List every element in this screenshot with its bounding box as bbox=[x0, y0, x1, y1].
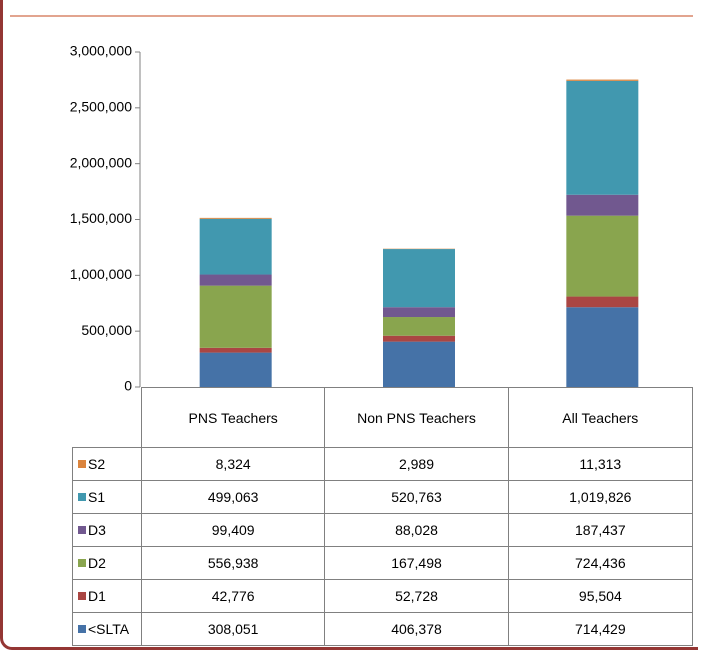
legend-entry: D2 bbox=[72, 546, 142, 580]
y-tick-label: 2,000,000 bbox=[70, 154, 132, 170]
value-cell: 499,063 bbox=[140, 480, 326, 514]
category-cell: All Teachers bbox=[507, 387, 693, 448]
legend-label: D2 bbox=[88, 555, 106, 571]
table-row: <SLTA 308,051 406,378 714,429 bbox=[72, 612, 693, 646]
bar-segment bbox=[199, 347, 272, 353]
legend-entry: S1 bbox=[72, 480, 142, 514]
table-row: D2 556,938 167,498 724,436 bbox=[72, 546, 693, 580]
bar-segment bbox=[566, 79, 639, 81]
bar-segment bbox=[383, 307, 455, 318]
top-rule bbox=[10, 15, 693, 17]
table-row: D3 99,409 88,028 187,437 bbox=[72, 513, 693, 547]
legend-label: S1 bbox=[88, 489, 106, 505]
legend-label: D3 bbox=[88, 522, 106, 538]
value-cell: 1,019,826 bbox=[507, 480, 693, 514]
bar-segment bbox=[199, 274, 272, 286]
value-cell: 556,938 bbox=[140, 546, 326, 580]
category-cell: Non PNS Teachers bbox=[324, 387, 509, 448]
x-tick-label: PNS Teachers bbox=[188, 409, 278, 426]
legend-key bbox=[78, 493, 86, 501]
value-cell: 2,989 bbox=[324, 447, 509, 481]
value-cell: 52,728 bbox=[324, 579, 509, 613]
legend-entry: S2 bbox=[72, 447, 142, 481]
legend-key bbox=[78, 592, 86, 600]
legend-label: <SLTA bbox=[88, 621, 130, 637]
bar-segment bbox=[566, 296, 639, 308]
bar-segment bbox=[199, 352, 272, 387]
legend-label: D1 bbox=[88, 588, 106, 604]
value-cell: 11,313 bbox=[507, 447, 693, 481]
bar-segment bbox=[566, 307, 639, 387]
table-row: S2 8,324 2,989 11,313 bbox=[72, 447, 693, 481]
legend-key bbox=[78, 559, 86, 567]
value-cell: 42,776 bbox=[140, 579, 326, 613]
bar-segment bbox=[566, 194, 639, 216]
legend-key bbox=[78, 460, 86, 468]
value-cell: 167,498 bbox=[324, 546, 509, 580]
value-cell: 520,763 bbox=[324, 480, 509, 514]
value-cell: 308,051 bbox=[140, 612, 326, 646]
y-tick-label: 500,000 bbox=[81, 322, 132, 338]
value-cell: 99,409 bbox=[140, 513, 326, 547]
bar-segment bbox=[199, 218, 272, 275]
bar-segment bbox=[566, 80, 639, 195]
value-cell: 187,437 bbox=[507, 513, 693, 547]
y-tick-label: 0 bbox=[124, 378, 132, 394]
legend-label: S2 bbox=[88, 456, 106, 472]
table-header-row: PNS Teachers Non PNS Teachers All Teachers bbox=[72, 387, 693, 448]
legend-key bbox=[78, 625, 86, 633]
legend-entry: D1 bbox=[72, 579, 142, 613]
table-row: D1 42,776 52,728 95,504 bbox=[72, 579, 693, 613]
value-cell: 88,028 bbox=[324, 513, 509, 547]
bar-segment bbox=[199, 285, 272, 348]
bar-segment bbox=[199, 217, 272, 219]
bar-segment bbox=[566, 215, 639, 297]
y-tick-label: 1,000,000 bbox=[70, 266, 132, 282]
value-cell: 8,324 bbox=[140, 447, 326, 481]
bar-segment bbox=[383, 335, 455, 342]
bar-segment bbox=[383, 341, 455, 387]
legend-key bbox=[78, 526, 86, 534]
value-cell: 714,429 bbox=[507, 612, 693, 646]
x-tick-label: Non PNS Teachers bbox=[357, 409, 476, 426]
table-row: S1 499,063 520,763 1,019,826 bbox=[72, 480, 693, 514]
x-tick-label: All Teachers bbox=[562, 409, 639, 426]
bar-segment bbox=[383, 317, 455, 336]
legend-entry: <SLTA bbox=[72, 612, 142, 646]
value-cell: 406,378 bbox=[324, 612, 509, 646]
data-table: PNS Teachers Non PNS Teachers All Teachers… bbox=[72, 387, 693, 646]
legend-entry: D3 bbox=[72, 513, 142, 547]
y-tick-label: 1,500,000 bbox=[70, 210, 132, 226]
value-cell: 724,436 bbox=[507, 546, 693, 580]
bar-segment bbox=[383, 249, 455, 308]
frame-border bbox=[0, 0, 698, 650]
blank-cell bbox=[72, 387, 142, 448]
value-cell: 95,504 bbox=[507, 579, 693, 613]
category-cell: PNS Teachers bbox=[140, 387, 326, 448]
y-tick-label: 3,000,000 bbox=[70, 43, 132, 59]
y-tick-label: 2,500,000 bbox=[70, 99, 132, 115]
